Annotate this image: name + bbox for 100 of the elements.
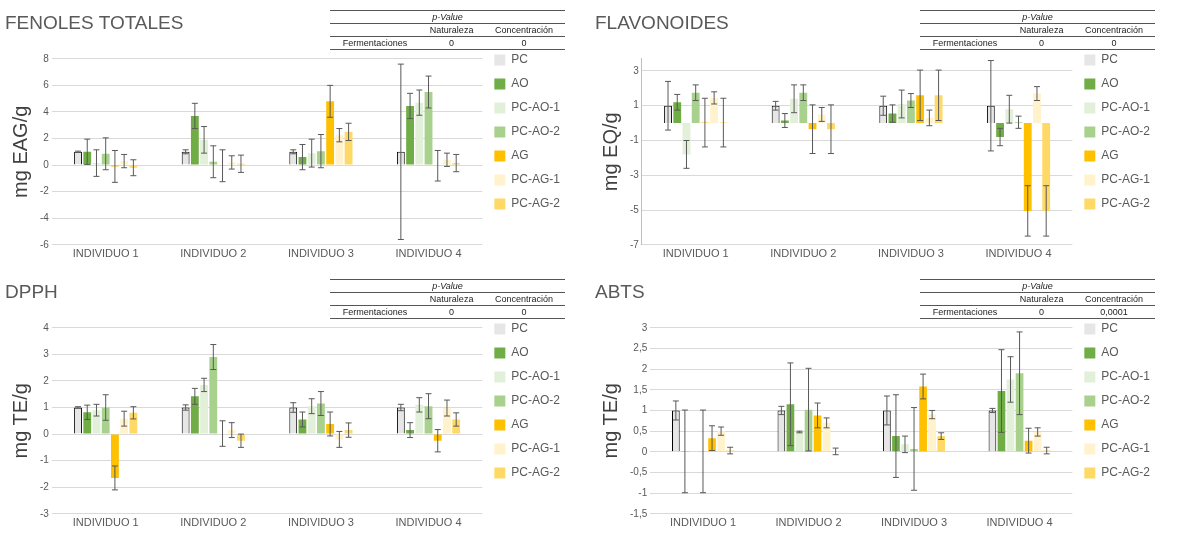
y-tick-label: 6 [43,79,50,91]
text: 0 [420,36,484,50]
y-tick-label: -1,5 [630,507,648,519]
chart-title: ABTS [595,280,645,302]
x-tick-label: INDIVIDUO 1 [72,516,139,529]
text: Concentración [1073,23,1155,37]
x-tick-label: INDIVIDUO 4 [986,516,1053,529]
bar [928,414,936,452]
y-tick-label: -6 [39,238,50,250]
text: p-Value [330,279,565,293]
bar [307,406,316,434]
y-tick-label: -1 [629,134,640,146]
text: p-Value [920,279,1155,293]
legend-label: PC-AG-1 [511,172,561,187]
bar [1023,123,1032,211]
text: p-Value [330,10,565,24]
x-tick-label: INDIVIDUO 3 [877,247,944,260]
x-tick-label: INDIVIDUO 1 [72,247,139,260]
text: Fermentaciones [920,36,1011,50]
y-tick-label: 3 [43,348,50,360]
text: p-Value [920,10,1155,24]
text: Concentración [1073,292,1155,306]
y-tick-label: 3 [633,64,640,76]
text: Naturaleza [1010,292,1074,306]
legend-label: PC-AG-1 [1101,441,1151,456]
y-tick-label: -2 [39,185,50,197]
y-tick-label: 2 [43,374,50,386]
chart-title: FLAVONOIDES [595,11,729,33]
text: Naturaleza [1010,23,1074,37]
y-tick-label: 2 [641,362,648,374]
bar [335,135,344,165]
x-tick-label: INDIVIDUO 3 [287,516,354,529]
y-tick-label: -7 [629,238,640,250]
legend-label: PC [1101,321,1119,336]
text: Concentración [483,23,565,37]
legend-label: PC-AO-2 [1101,124,1151,139]
legend-label: PC [511,321,529,336]
legend-label: AG [1101,148,1119,163]
text: Fermentaciones [920,305,1011,319]
chart-title: DPPH [5,280,58,302]
bar [717,431,725,452]
bar [415,102,424,165]
legend-label: PC [511,52,529,67]
y-tick-label: -0,5 [630,466,648,478]
legend-label: PC-AG-2 [511,196,561,211]
y-tick-label: 1 [641,404,648,416]
y-tick-label: 0 [43,427,50,439]
x-tick-label: INDIVIDUO 1 [662,247,729,260]
x-tick-label: INDIVIDUO 2 [180,247,247,260]
text: 0 [1010,36,1074,50]
legend-label: PC-AO-1 [1101,100,1151,115]
bar [200,384,208,434]
bar [101,407,110,434]
text: Naturaleza [420,292,484,306]
legend-label: AO [511,345,529,360]
bar [406,105,414,165]
x-tick-label: INDIVIDUO 2 [180,516,247,529]
legend-label: PC-AG-2 [1101,465,1151,480]
text: 0 [1073,36,1155,50]
y-axis-title: mg TE/g [8,383,31,459]
y-tick-label: 2,5 [633,342,648,354]
bar [209,357,218,434]
x-tick-label: INDIVIDUO 4 [395,516,462,529]
legend-label: AO [1101,345,1119,360]
legend-label: PC-AG-2 [1101,196,1151,211]
x-tick-label: INDIVIDUO 4 [985,247,1052,260]
x-tick-label: INDIVIDUO 2 [770,247,837,260]
text: 0 [483,305,565,319]
legend-label: AG [511,417,529,432]
y-tick-label: -3 [39,507,50,519]
bar [326,101,335,165]
text: Concentración [483,292,565,306]
x-tick-label: INDIVIDUO 4 [395,247,462,260]
bar [415,404,424,434]
y-tick-label: 1 [633,99,640,111]
y-tick-label: 0 [43,158,50,170]
legend-label: PC-AG-2 [511,465,561,480]
y-tick-label: 1,5 [633,383,648,395]
y-axis-title: mg EQ/g [598,112,621,192]
x-tick-label: INDIVIDUO 2 [775,516,842,529]
y-tick-label: -1 [39,454,50,466]
y-tick-label: 4 [43,105,50,117]
text: Fermentaciones [330,36,421,50]
legend-label: PC-AO-2 [1101,393,1151,408]
y-tick-label: 0,5 [633,424,648,436]
legend-label: PC-AO-1 [511,369,561,384]
bar [799,92,808,124]
x-tick-label: INDIVIDUO 1 [669,516,736,529]
legend-label: AG [1101,417,1119,432]
legend-label: AO [511,76,529,91]
y-tick-label: 4 [43,321,50,333]
y-tick-label: -2 [39,480,50,492]
bar [83,412,92,434]
text: 0 [483,36,565,50]
x-tick-label: INDIVIDUO 3 [287,247,354,260]
bar [919,386,927,452]
y-tick-label: -3 [629,169,640,181]
bar [1033,93,1041,124]
bar [691,92,700,124]
y-tick-label: 2 [43,132,50,144]
